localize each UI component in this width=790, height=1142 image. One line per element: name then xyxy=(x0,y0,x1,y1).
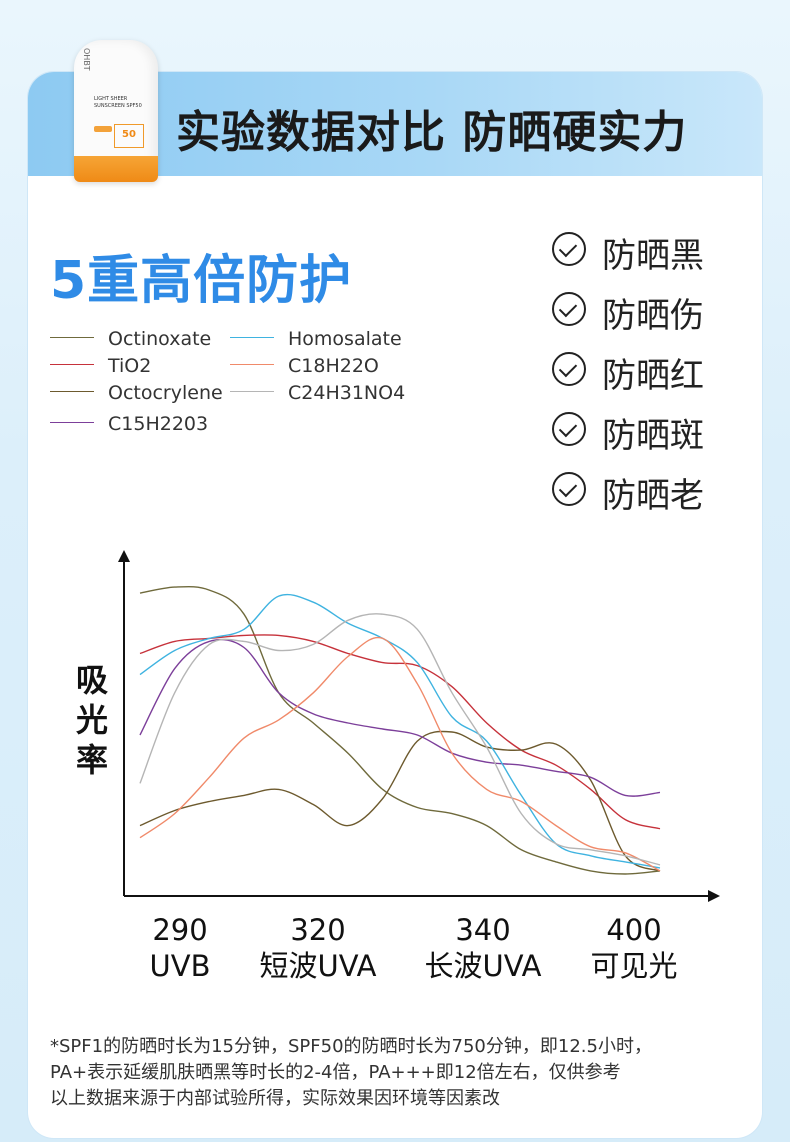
legend-swatch xyxy=(50,422,94,423)
benefit-label: 防晒黑 xyxy=(602,236,704,276)
footnote: *SPF1的防晒时长为15分钟，SPF50的防晒时长为750分钟，即12.5小时… xyxy=(50,1034,750,1112)
x-tick-label: 290 UVB xyxy=(150,912,211,984)
series-line-octinoxate xyxy=(139,585,661,875)
check-circle-icon xyxy=(552,352,586,386)
x-tick-label: 400 可见光 xyxy=(590,912,677,984)
chart-series-layer xyxy=(139,585,661,875)
legend-label: TiO2 xyxy=(108,355,152,377)
x-tick-value: 290 xyxy=(152,913,208,947)
chart-axes xyxy=(118,550,720,902)
x-tick-band: 可见光 xyxy=(590,949,678,983)
y-axis-label: 吸光率 xyxy=(75,661,108,779)
legend-item-octinoxate: Octinoxate xyxy=(50,328,211,356)
check-circle-icon xyxy=(552,412,586,446)
legend-label: C15H2203 xyxy=(108,413,209,435)
legend-swatch xyxy=(50,337,94,338)
benefit-label: 防晒斑 xyxy=(602,416,704,456)
check-circle-icon xyxy=(552,472,586,506)
benefit-label: 防晒红 xyxy=(602,356,704,396)
series-line-c18h22o xyxy=(139,636,661,872)
product-line-2: SUNSCREEN SPF50 xyxy=(94,103,142,109)
page-title: 实验数据对比 防晒硬实力 xyxy=(176,107,688,158)
legend-item-octocrylene: Octocrylene xyxy=(50,382,223,410)
check-circle-icon xyxy=(552,232,586,266)
x-tick-label: 340 长波UVA xyxy=(424,912,541,984)
legend-label: Homosalate xyxy=(288,328,402,350)
x-tick-band: 长波UVA xyxy=(424,949,542,983)
product-brand: OHBT xyxy=(82,48,91,71)
benefit-label: 防晒老 xyxy=(602,476,704,516)
y-axis-arrow xyxy=(118,550,130,562)
x-tick-label: 320 短波UVA xyxy=(259,912,376,984)
check-circle-icon xyxy=(552,292,586,326)
product-cap xyxy=(74,156,158,182)
benefit-label: 防晒伤 xyxy=(602,296,704,336)
legend-swatch xyxy=(50,391,94,392)
legend-item-homosalate: Homosalate xyxy=(230,328,402,356)
legend-label: Octinoxate xyxy=(108,328,212,350)
legend-label: C18H22O xyxy=(288,355,379,377)
legend-item-c18h22o: C18H22O xyxy=(230,355,379,383)
section-subtitle: 5重高倍防护 xyxy=(50,251,353,311)
product-spf: 50 xyxy=(114,124,144,148)
legend-swatch xyxy=(50,364,94,365)
legend-swatch xyxy=(230,391,274,392)
legend-item-c15h2203: C15H2203 xyxy=(50,413,208,441)
product-label: LIGHT SHEER SUNSCREEN SPF50 xyxy=(94,96,146,110)
footnote-line: PA+表示延缓肌肤晒黑等时长的2-4倍，PA+++即12倍左右，仅供参考 xyxy=(50,1062,621,1083)
product-line-1: LIGHT SHEER xyxy=(94,96,128,102)
legend-swatch xyxy=(230,337,274,338)
legend-item-c24h31no4: C24H31NO4 xyxy=(230,382,405,410)
footnote-line: 以上数据来源于内部试验所得，实际效果因环境等因素改 xyxy=(50,1088,500,1109)
series-line-tio2 xyxy=(139,634,661,830)
legend-item-tio2: TiO2 xyxy=(50,355,151,383)
product-pill xyxy=(94,126,112,132)
legend-label: C24H31NO4 xyxy=(288,382,406,404)
footnote-line: *SPF1的防晒时长为15分钟，SPF50的防晒时长为750分钟，即12.5小时… xyxy=(50,1036,652,1057)
x-tick-band: UVB xyxy=(149,949,211,983)
legend-label: Octocrylene xyxy=(108,382,223,404)
series-line-c24h31no4 xyxy=(139,613,661,866)
x-tick-value: 340 xyxy=(455,913,511,947)
legend-swatch xyxy=(230,364,274,365)
x-tick-value: 320 xyxy=(290,913,346,947)
product-bottle-image: OHBT LIGHT SHEER SUNSCREEN SPF50 50 xyxy=(74,40,158,182)
content-card: 实验数据对比 防晒硬实力 xyxy=(28,72,762,1138)
x-tick-band: 短波UVA xyxy=(259,949,377,983)
x-axis-arrow xyxy=(708,890,720,902)
x-tick-value: 400 xyxy=(606,913,662,947)
series-line-homosalate xyxy=(139,593,661,869)
series-line-octocrylene xyxy=(139,730,661,872)
